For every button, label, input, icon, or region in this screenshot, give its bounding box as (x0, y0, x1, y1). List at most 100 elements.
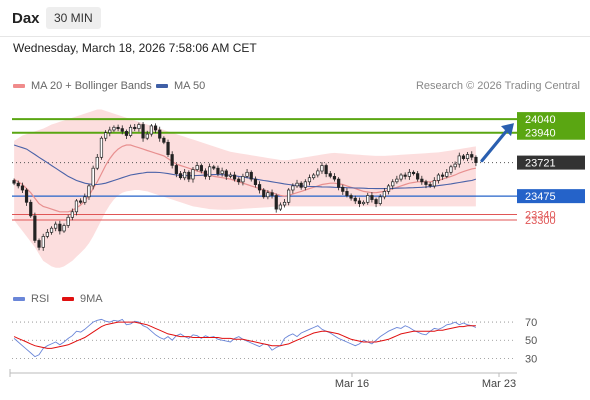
candle (436, 173, 441, 184)
candle (349, 193, 353, 201)
legend-rsi: RSI (13, 293, 49, 305)
legend-label-9ma: 9MA (80, 293, 103, 305)
candle-body (420, 178, 424, 183)
price-label-23340: 23340 (525, 210, 556, 222)
candle-body (445, 171, 449, 177)
legend-label-ma20: MA 20 + Bollinger Bands (31, 80, 152, 92)
candle (87, 184, 91, 200)
candle (445, 169, 449, 179)
candle-body (382, 191, 386, 198)
candle-body (378, 196, 382, 204)
candle (20, 182, 25, 193)
candle-body (432, 180, 436, 187)
candle (324, 163, 328, 178)
candle-body (24, 189, 29, 203)
candle-body (145, 133, 149, 139)
candle-body (470, 154, 474, 158)
x-tick-label: Mar 23 (482, 378, 516, 390)
candle (199, 163, 203, 174)
candle-body (474, 156, 478, 163)
candle (432, 177, 436, 189)
candle (274, 193, 278, 213)
candle-body (116, 126, 120, 130)
candle (124, 129, 129, 139)
candle (41, 233, 45, 251)
candle (137, 122, 141, 132)
candle (245, 169, 249, 179)
candle-body (345, 191, 349, 196)
candle-body (374, 199, 378, 204)
price-tag-23475 (517, 189, 585, 204)
candle (241, 173, 245, 186)
rsi-tick-70: 70 (525, 317, 537, 329)
x-tick-label: Mar 16 (335, 378, 369, 390)
candle-body (212, 166, 216, 169)
candle (257, 181, 262, 194)
timeframe-selector[interactable]: 30 MIN (46, 7, 101, 29)
candle (403, 172, 407, 180)
candle (378, 194, 382, 206)
candle (328, 171, 332, 179)
chart-header: Dax 30 MIN (0, 0, 590, 37)
candle-body (120, 128, 124, 132)
candle (316, 168, 320, 178)
rsi-tick-30: 30 (525, 353, 537, 365)
candle (108, 126, 112, 137)
candle-body (112, 126, 116, 131)
candle-body (162, 137, 166, 143)
candle (166, 139, 170, 157)
candle (382, 188, 386, 200)
candle-body (424, 181, 428, 185)
candle-body (366, 195, 370, 203)
candle-body (274, 195, 278, 210)
candle (128, 124, 133, 138)
candle (16, 180, 20, 189)
candle (357, 197, 362, 208)
candle-body (436, 174, 441, 181)
candle-body (316, 170, 320, 176)
candle-body (465, 154, 470, 159)
ma50-line (13, 144, 477, 190)
candle-body (386, 185, 391, 192)
candle (253, 176, 258, 188)
legend-swatch-9ma (62, 297, 74, 302)
candle (345, 188, 349, 198)
candle-body (91, 167, 95, 187)
candle (399, 173, 403, 182)
candle (270, 189, 274, 199)
candle (411, 170, 416, 176)
candle (58, 220, 62, 235)
candle-body (341, 186, 345, 192)
candle-body (262, 189, 266, 198)
candle-body (407, 171, 411, 177)
rsi-tick-50: 50 (525, 335, 537, 347)
candle (249, 170, 253, 182)
candle-body (149, 125, 153, 135)
candle (291, 183, 295, 194)
price-tag-23940 (517, 125, 585, 140)
candle-body (245, 171, 249, 177)
candle-body (237, 178, 241, 183)
candle (91, 165, 95, 190)
candle-body (95, 156, 99, 169)
candle-body (312, 174, 316, 179)
candle-body (357, 200, 362, 204)
candle (428, 181, 432, 188)
candle (62, 223, 66, 233)
candle (212, 164, 216, 171)
candle-body (87, 185, 91, 198)
candle-body (282, 201, 287, 206)
candle (24, 188, 29, 206)
candle (420, 175, 424, 185)
candle (282, 199, 287, 208)
candle-body (224, 170, 228, 177)
price-label-24040: 24040 (525, 114, 556, 126)
candle (424, 179, 428, 189)
candle-body (195, 165, 199, 170)
legend-label-rsi: RSI (31, 293, 50, 305)
candle (220, 167, 224, 177)
candle-body (183, 171, 187, 179)
candle (307, 174, 312, 186)
candle (54, 221, 58, 232)
